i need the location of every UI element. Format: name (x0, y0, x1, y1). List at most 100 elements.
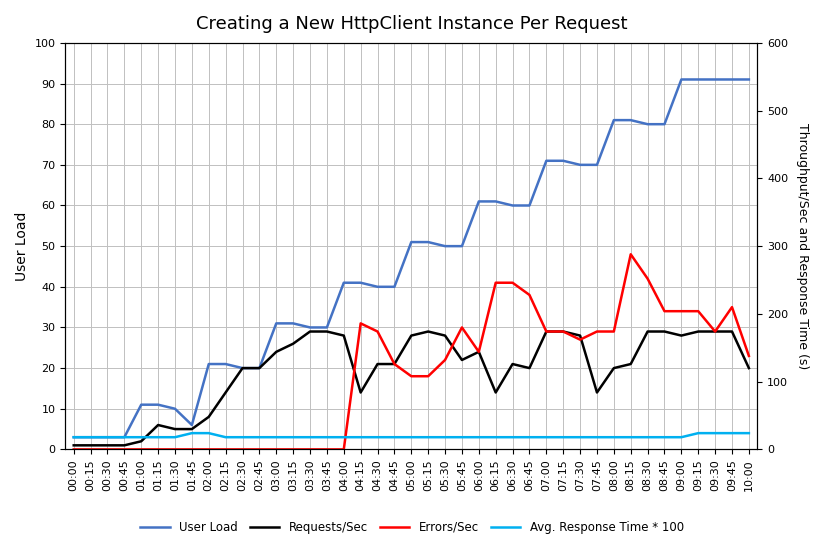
User Load (744, 76, 754, 83)
Errors/Sec (255, 446, 265, 453)
Errors/Sec (170, 446, 180, 453)
Avg. Response Time * 100 (559, 434, 569, 441)
Requests/Sec (491, 389, 501, 396)
Avg. Response Time * 100 (474, 434, 484, 441)
User Load (356, 279, 366, 286)
Avg. Response Time * 100 (525, 434, 535, 441)
Errors/Sec (541, 328, 551, 335)
Avg. Response Time * 100 (625, 434, 635, 441)
Avg. Response Time * 100 (508, 434, 517, 441)
Errors/Sec (474, 349, 484, 355)
Y-axis label: Throughput/Sec and Response Time (s): Throughput/Sec and Response Time (s) (796, 123, 809, 369)
Avg. Response Time * 100 (153, 434, 163, 441)
User Load (136, 402, 146, 408)
Line: Requests/Sec: Requests/Sec (73, 332, 749, 446)
Errors/Sec (102, 446, 112, 453)
Errors/Sec (237, 446, 247, 453)
User Load (440, 243, 450, 250)
User Load (322, 324, 332, 331)
User Load (457, 243, 467, 250)
Requests/Sec (625, 361, 635, 367)
Requests/Sec (136, 438, 146, 444)
Errors/Sec (643, 276, 653, 282)
Avg. Response Time * 100 (204, 430, 213, 437)
Avg. Response Time * 100 (339, 434, 349, 441)
User Load (102, 434, 112, 441)
Avg. Response Time * 100 (255, 434, 265, 441)
Requests/Sec (170, 426, 180, 432)
User Load (541, 157, 551, 164)
Avg. Response Time * 100 (457, 434, 467, 441)
Errors/Sec (119, 446, 129, 453)
User Load (237, 365, 247, 371)
User Load (406, 239, 416, 245)
Avg. Response Time * 100 (592, 434, 602, 441)
User Load (305, 324, 315, 331)
Avg. Response Time * 100 (356, 434, 366, 441)
Errors/Sec (86, 446, 96, 453)
Avg. Response Time * 100 (710, 430, 720, 437)
User Load (372, 283, 382, 290)
User Load (424, 239, 433, 245)
Errors/Sec (457, 324, 467, 331)
Requests/Sec (559, 328, 569, 335)
Requests/Sec (474, 349, 484, 355)
Errors/Sec (744, 353, 754, 359)
Requests/Sec (525, 365, 535, 371)
Avg. Response Time * 100 (390, 434, 400, 441)
User Load (609, 117, 619, 123)
Errors/Sec (187, 446, 197, 453)
Avg. Response Time * 100 (68, 434, 78, 441)
Errors/Sec (575, 337, 585, 343)
Avg. Response Time * 100 (643, 434, 653, 441)
Errors/Sec (339, 446, 349, 453)
Requests/Sec (424, 328, 433, 335)
Avg. Response Time * 100 (659, 434, 669, 441)
Errors/Sec (136, 446, 146, 453)
User Load (727, 76, 737, 83)
Requests/Sec (643, 328, 653, 335)
User Load (390, 283, 400, 290)
Requests/Sec (68, 442, 78, 449)
User Load (204, 361, 213, 367)
Errors/Sec (440, 356, 450, 363)
Errors/Sec (153, 446, 163, 453)
Errors/Sec (305, 446, 315, 453)
Errors/Sec (406, 373, 416, 380)
Errors/Sec (271, 446, 281, 453)
Avg. Response Time * 100 (727, 430, 737, 437)
Requests/Sec (457, 356, 467, 363)
Requests/Sec (390, 361, 400, 367)
Requests/Sec (710, 328, 720, 335)
Errors/Sec (221, 446, 231, 453)
Line: Errors/Sec: Errors/Sec (73, 254, 749, 449)
User Load (221, 361, 231, 367)
Requests/Sec (271, 349, 281, 355)
Avg. Response Time * 100 (406, 434, 416, 441)
User Load (170, 405, 180, 412)
Requests/Sec (221, 389, 231, 396)
Requests/Sec (237, 365, 247, 371)
Avg. Response Time * 100 (372, 434, 382, 441)
User Load (271, 320, 281, 327)
Avg. Response Time * 100 (693, 430, 703, 437)
Errors/Sec (424, 373, 433, 380)
Avg. Response Time * 100 (86, 434, 96, 441)
Errors/Sec (625, 251, 635, 257)
User Load (288, 320, 298, 327)
Requests/Sec (609, 365, 619, 371)
Requests/Sec (339, 332, 349, 339)
Errors/Sec (677, 308, 686, 315)
Avg. Response Time * 100 (136, 434, 146, 441)
User Load (474, 198, 484, 205)
Avg. Response Time * 100 (677, 434, 686, 441)
Errors/Sec (609, 328, 619, 335)
Errors/Sec (592, 328, 602, 335)
Errors/Sec (322, 446, 332, 453)
Requests/Sec (322, 328, 332, 335)
Requests/Sec (440, 332, 450, 339)
User Load (508, 202, 517, 209)
Errors/Sec (68, 446, 78, 453)
Requests/Sec (305, 328, 315, 335)
Avg. Response Time * 100 (491, 434, 501, 441)
